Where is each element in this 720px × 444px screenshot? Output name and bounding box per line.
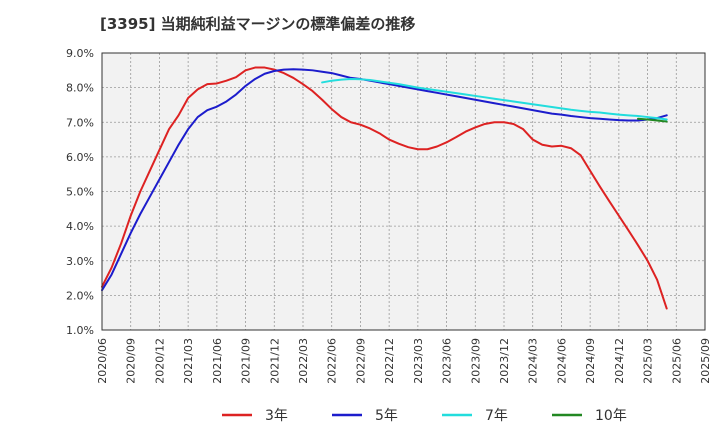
x-tick-label: 2022/03	[297, 338, 310, 384]
legend-label-1: 3年	[265, 408, 288, 424]
x-axis: 2020/06 2020/09 2020/12 2021/03 2021/06 2021/…	[96, 338, 712, 384]
x-tick-label: 2022/09	[354, 338, 367, 384]
series-line-4	[637, 117, 668, 123]
x-tick-label: 2025/06	[670, 338, 683, 384]
y-tick-label: 9.0%	[66, 47, 94, 60]
legend-label-2: 5年	[375, 408, 398, 424]
x-tick-label: 2025/09	[699, 338, 712, 384]
x-tick-label: 2024/06	[555, 338, 568, 384]
x-tick-label: 2025/03	[642, 338, 655, 384]
legend-label-3: 7年	[485, 408, 508, 424]
x-tick-label: 2024/09	[584, 338, 597, 384]
y-axis: 1.0% 2.0% 3.0% 4.0% 5.0% 6.0% 7.0% 8.0% 9.0%	[66, 47, 94, 337]
series-group	[101, 66, 668, 310]
x-tick-label: 2021/09	[240, 338, 253, 384]
legend: 3年 5年 7年 10年	[222, 408, 627, 424]
legend-label-4: 10年	[595, 408, 627, 424]
x-tick-label: 2022/12	[383, 338, 396, 384]
y-tick-label: 1.0%	[66, 324, 94, 337]
y-tick-label: 4.0%	[66, 220, 94, 233]
x-tick-label: 2024/12	[613, 338, 626, 384]
plot-border	[101, 52, 706, 331]
x-tick-label: 2020/09	[125, 338, 138, 384]
series-line-1	[101, 66, 668, 310]
y-tick-label: 2.0%	[66, 289, 94, 302]
x-tick-label: 2023/09	[469, 338, 482, 384]
x-tick-label: 2023/06	[441, 338, 454, 384]
x-tick-label: 2022/06	[326, 338, 339, 384]
x-tick-label: 2021/03	[182, 338, 195, 384]
y-tick-label: 3.0%	[66, 255, 94, 268]
plot-frame	[101, 52, 706, 331]
x-tick-label: 2023/03	[412, 338, 425, 384]
y-tick-label: 5.0%	[66, 186, 94, 199]
x-tick-label: 2020/06	[96, 338, 109, 384]
x-tick-label: 2020/12	[153, 338, 166, 384]
y-tick-label: 7.0%	[66, 116, 94, 129]
x-tick-label: 2021/06	[211, 338, 224, 384]
y-tick-label: 8.0%	[66, 82, 94, 95]
y-tick-label: 6.0%	[66, 151, 94, 164]
x-tick-label: 2021/12	[268, 338, 281, 384]
series-line-2	[101, 68, 668, 292]
series-line-3	[321, 77, 668, 121]
chart-title: [3395] 当期純利益マージンの標準偏差の推移	[100, 15, 415, 33]
x-tick-label: 2024/03	[527, 338, 540, 384]
x-tick-label: 2023/12	[498, 338, 511, 384]
